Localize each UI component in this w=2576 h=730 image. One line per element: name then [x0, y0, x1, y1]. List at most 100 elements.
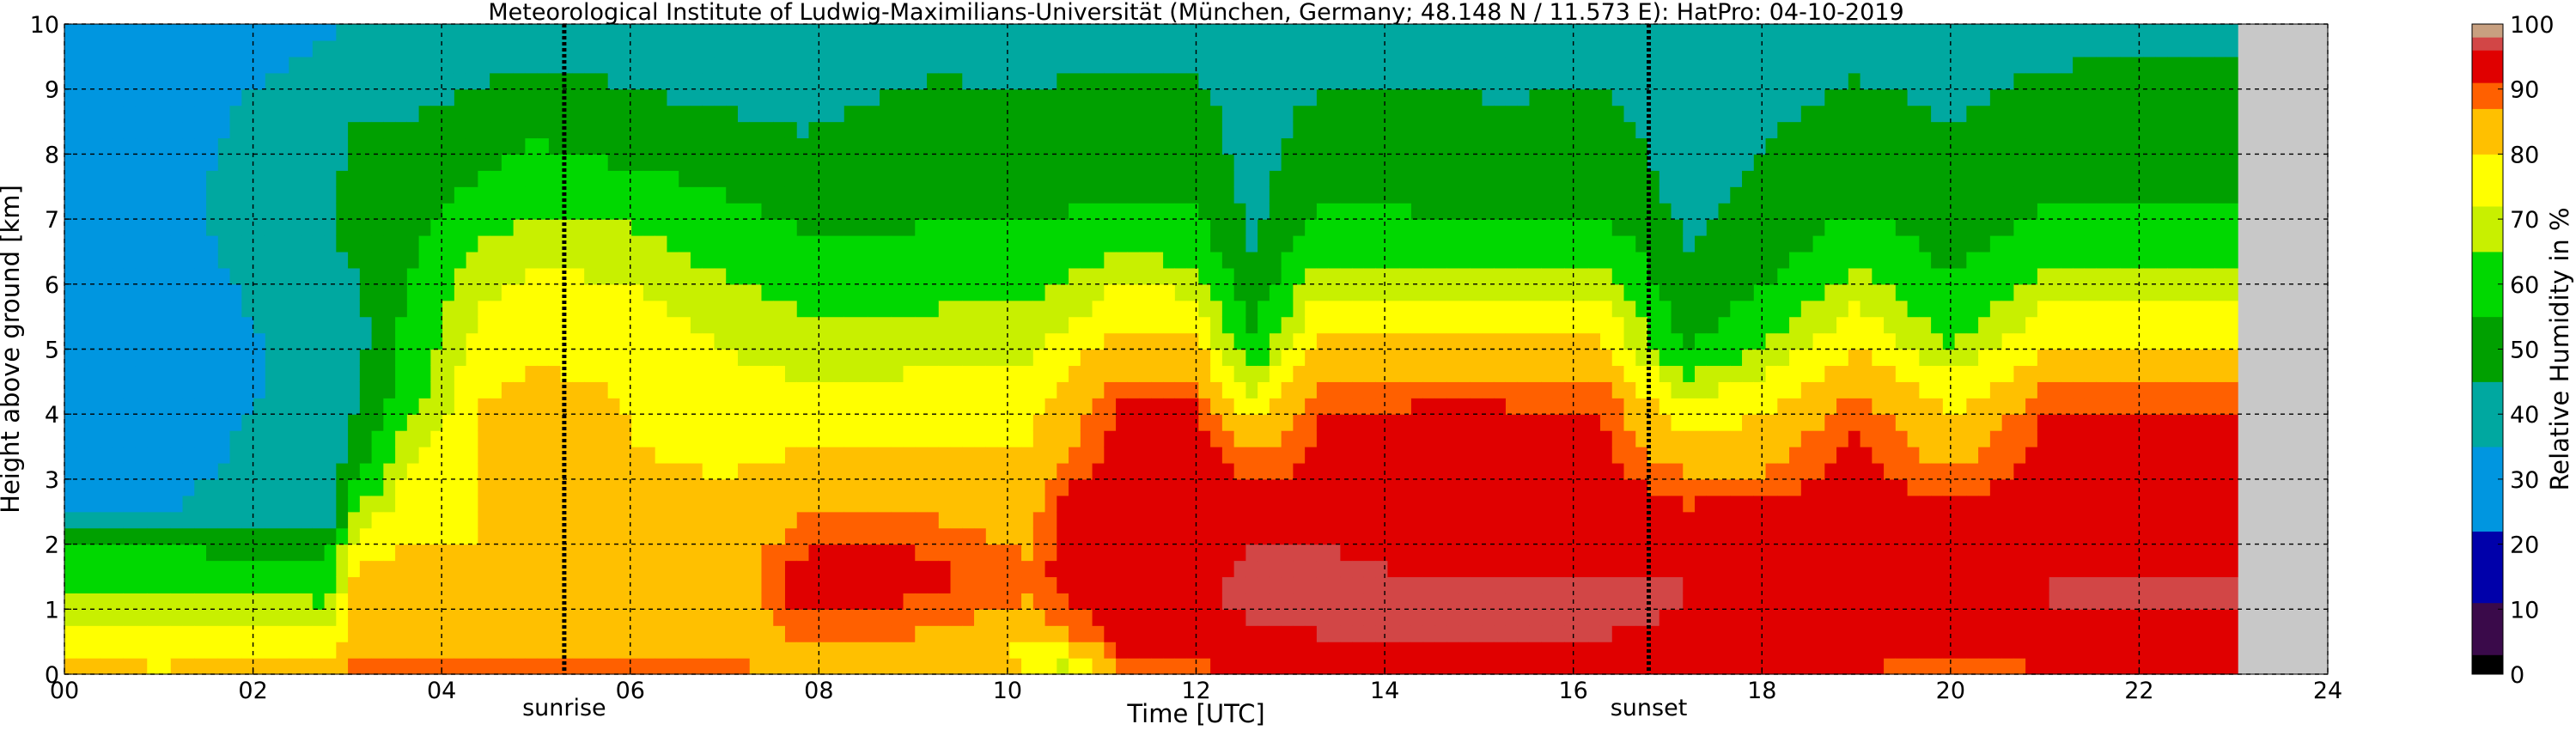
heatmap-cell [1151, 495, 1164, 513]
heatmap-cell [112, 527, 125, 545]
heatmap-cell [490, 511, 502, 529]
heatmap-cell [1127, 24, 1141, 41]
heatmap-cell [1494, 235, 1507, 252]
heatmap-cell [1517, 300, 1531, 318]
heatmap-cell [112, 267, 125, 285]
heatmap-cell [856, 154, 868, 171]
heatmap-cell [1044, 658, 1057, 675]
heatmap-cell [1352, 398, 1365, 415]
heatmap-cell [595, 430, 609, 447]
heatmap-cell [1399, 219, 1412, 236]
heatmap-cell [418, 219, 431, 236]
heatmap-cell [1375, 447, 1389, 464]
heatmap-cell [726, 462, 739, 480]
heatmap-cell [100, 430, 113, 447]
heatmap-cell [1174, 300, 1188, 318]
heatmap-cell [891, 576, 904, 593]
heatmap-cell [832, 609, 845, 626]
heatmap-cell [371, 316, 384, 334]
heatmap-cell [525, 625, 538, 642]
heatmap-cell [466, 560, 478, 578]
heatmap-cell [1009, 267, 1022, 285]
heatmap-cell [796, 170, 810, 187]
heatmap-cell [737, 478, 751, 496]
heatmap-cell [1186, 72, 1199, 90]
heatmap-cell [1163, 203, 1176, 220]
heatmap-cell [1245, 381, 1258, 398]
heatmap-cell [1316, 576, 1330, 593]
heatmap-cell [927, 430, 940, 447]
heatmap-cell [147, 365, 160, 382]
heatmap-cell [868, 154, 880, 171]
heatmap-cell [206, 447, 219, 464]
heatmap-cell [406, 72, 420, 90]
heatmap-cell [938, 462, 952, 480]
heatmap-cell [856, 642, 868, 659]
heatmap-cell [985, 511, 999, 529]
heatmap-cell [383, 283, 396, 301]
heatmap-cell [572, 609, 585, 626]
heatmap-cell [1210, 625, 1223, 642]
heatmap-cell [76, 593, 89, 610]
heatmap-cell [1375, 495, 1389, 513]
heatmap-cell [525, 560, 538, 578]
heatmap-cell [194, 24, 207, 41]
heatmap-cell [159, 137, 172, 155]
heatmap-cell [383, 527, 396, 545]
heatmap-cell [501, 478, 515, 496]
heatmap-cell [868, 593, 880, 610]
heatmap-cell [217, 462, 231, 480]
heatmap-cell [784, 560, 798, 578]
heatmap-cell [679, 560, 691, 578]
heatmap-cell [1446, 235, 1459, 252]
heatmap-cell [406, 170, 420, 187]
heatmap-cell [1482, 88, 1495, 106]
heatmap-cell [1139, 625, 1152, 642]
heatmap-cell [466, 414, 478, 431]
heatmap-cell [1446, 560, 1459, 578]
heatmap-cell [1434, 24, 1447, 41]
heatmap-cell [1340, 203, 1353, 220]
heatmap-cell [1221, 251, 1235, 269]
heatmap-cell [1104, 88, 1117, 106]
heatmap-cell [206, 283, 219, 301]
heatmap-cell [371, 478, 384, 496]
heatmap-cell [1210, 430, 1223, 447]
heatmap-cell [642, 72, 656, 90]
heatmap-cell [1221, 235, 1235, 252]
heatmap-cell [1363, 576, 1377, 593]
heatmap-cell [820, 24, 833, 41]
heatmap-cell [1434, 121, 1447, 139]
heatmap-cell [1245, 642, 1258, 659]
heatmap-cell [784, 267, 798, 285]
heatmap-cell [1032, 332, 1046, 350]
heatmap-cell [761, 642, 774, 659]
heatmap-cell [324, 170, 337, 187]
heatmap-cell [1198, 121, 1211, 139]
heatmap-cell [679, 137, 691, 155]
heatmap-cell [1305, 267, 1318, 285]
heatmap-cell [1104, 576, 1117, 593]
heatmap-cell [135, 544, 148, 562]
heatmap-cell [667, 56, 679, 74]
heatmap-cell [1505, 430, 1519, 447]
heatmap-cell [525, 381, 538, 398]
heatmap-cell [1069, 511, 1081, 529]
heatmap-cell [820, 349, 833, 367]
heatmap-cell [64, 300, 77, 318]
heatmap-cell [217, 609, 231, 626]
heatmap-cell [76, 625, 89, 642]
heatmap-cell [595, 511, 609, 529]
heatmap-cell [1363, 365, 1377, 382]
heatmap-cell [880, 609, 892, 626]
heatmap-cell [1269, 527, 1282, 545]
heatmap-cell [312, 332, 326, 350]
heatmap-cell [1470, 40, 1483, 58]
heatmap-cell [631, 203, 644, 220]
heatmap-cell [997, 267, 1010, 285]
heatmap-cell [100, 137, 113, 155]
heatmap-cell [112, 609, 125, 626]
heatmap-cell [454, 24, 467, 41]
heatmap-cell [595, 609, 609, 626]
heatmap-cell [1044, 544, 1057, 562]
